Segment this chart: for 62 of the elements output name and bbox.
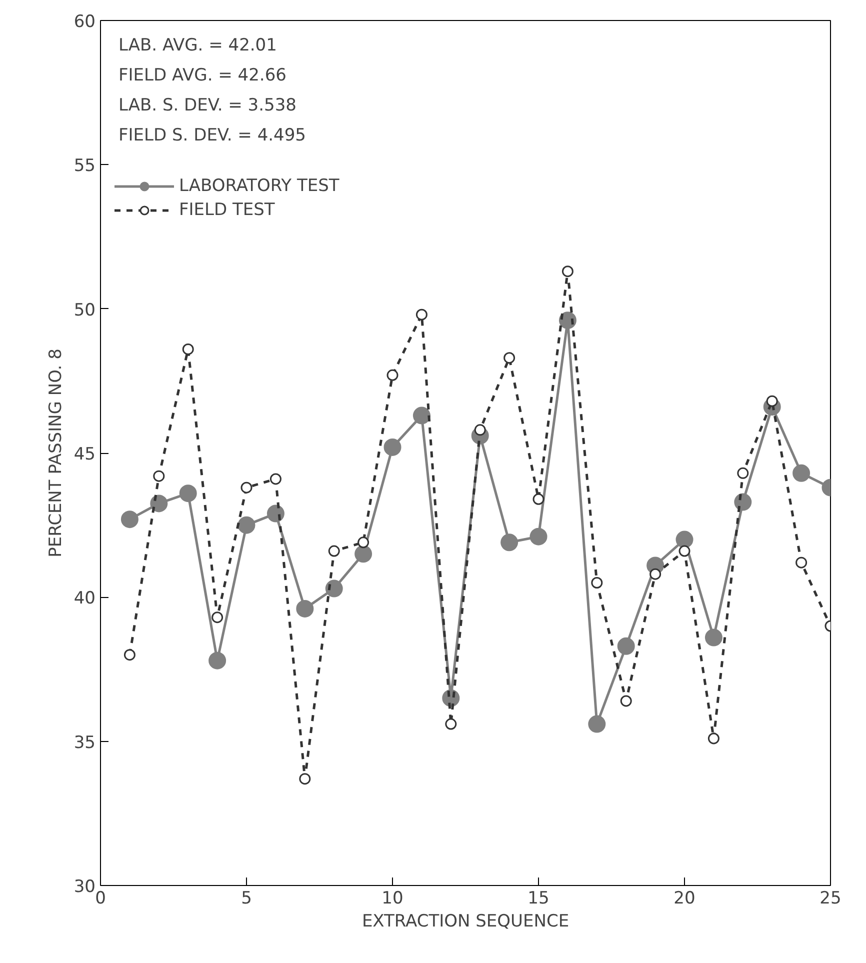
legend-label: LABORATORY TEST — [179, 176, 340, 196]
point — [650, 568, 662, 580]
point — [620, 695, 632, 707]
point — [179, 484, 197, 502]
y-tick-label: 40 — [74, 588, 96, 609]
point — [500, 534, 518, 552]
point — [416, 308, 428, 320]
point — [796, 556, 808, 568]
x-tick-label: 20 — [674, 888, 696, 908]
point — [150, 494, 168, 512]
point — [591, 577, 603, 588]
point — [208, 652, 226, 670]
x-tick-label: 5 — [241, 888, 252, 908]
point — [325, 580, 343, 598]
point — [296, 600, 314, 618]
y-tick-label: 45 — [74, 444, 96, 464]
y-tick-label: 30 — [74, 877, 96, 897]
point — [504, 352, 516, 364]
y-tick-label: 35 — [74, 732, 96, 753]
point — [445, 718, 457, 730]
point — [766, 395, 778, 407]
point — [617, 637, 635, 655]
point — [240, 482, 252, 494]
point — [530, 528, 548, 546]
annotation: FIELD S. DEV. = 4.495 — [118, 126, 306, 146]
point — [737, 467, 749, 479]
point — [238, 516, 256, 534]
point — [412, 406, 430, 424]
point — [354, 545, 372, 563]
point — [676, 530, 694, 548]
x-axis-title: EXTRACTION SEQUENCE — [362, 912, 570, 932]
point — [124, 649, 136, 661]
point — [212, 612, 224, 624]
point — [384, 438, 402, 456]
annotation: FIELD AVG. = 42.66 — [118, 66, 286, 86]
x-tick-label: 0 — [95, 888, 106, 908]
point — [358, 536, 370, 548]
x-tick-label: 15 — [528, 888, 550, 908]
x-tick-label: 10 — [382, 888, 404, 908]
point — [120, 510, 138, 528]
point — [588, 715, 606, 733]
point — [562, 266, 574, 278]
point — [792, 464, 810, 482]
annotation: LAB. S. DEV. = 3.538 — [118, 96, 296, 116]
point — [474, 424, 486, 436]
point — [182, 343, 194, 355]
point — [328, 545, 340, 557]
annotation: LAB. AVG. = 42.01 — [118, 36, 277, 56]
point — [386, 369, 398, 381]
y-axis-title: PERCENT PASSING NO. 8 — [46, 348, 66, 558]
y-tick-label: 50 — [74, 300, 96, 320]
y-tick-label: 60 — [74, 12, 96, 32]
point — [678, 545, 690, 557]
x-tick-label: 25 — [820, 888, 842, 908]
point — [704, 628, 722, 646]
point — [153, 470, 165, 482]
point — [270, 473, 282, 485]
point — [708, 732, 720, 744]
point — [532, 493, 544, 505]
legend-label: FIELD TEST — [179, 200, 275, 220]
point — [299, 773, 311, 785]
y-tick-label: 55 — [74, 156, 96, 176]
